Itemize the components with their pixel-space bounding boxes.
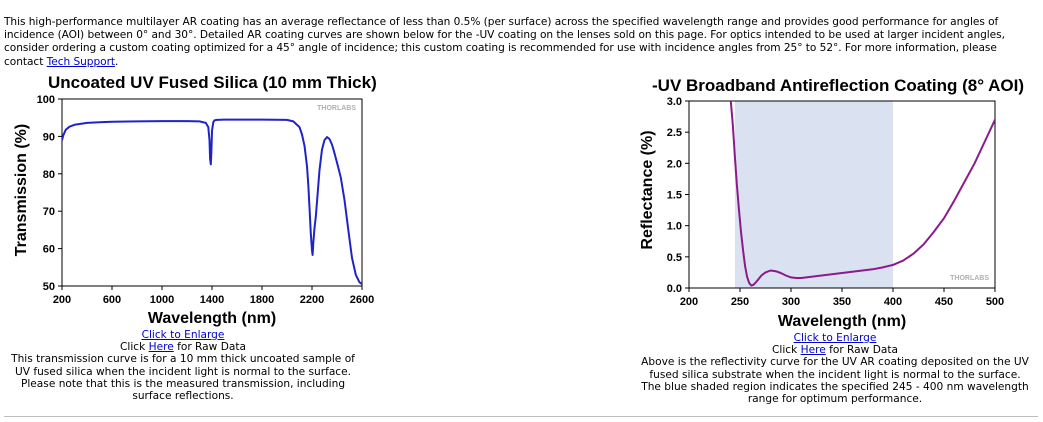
- chart1-caption-block: Click to Enlarge Click Here for Raw Data…: [0, 329, 366, 402]
- chart2-x-tick-label: 200: [680, 296, 698, 308]
- chart1-raw-data-link[interactable]: Here: [148, 341, 174, 354]
- chart1-x-tick-label: 200: [53, 294, 71, 306]
- tech-support-link[interactable]: Tech Support: [46, 55, 115, 68]
- chart2-watermark: THORLABS: [950, 275, 989, 282]
- chart1-x-tick-label: 1400: [200, 294, 224, 306]
- chart1-x-tick-label: 600: [103, 294, 121, 306]
- chart1-series-line: [62, 118, 362, 285]
- chart2-raw-suffix: for Raw Data: [825, 344, 898, 357]
- chart2-y-tick-label: 3.0: [667, 96, 682, 108]
- intro-paragraph: This high-performance multilayer AR coat…: [4, 16, 1038, 69]
- chart1-y-tick-label: 90: [43, 131, 55, 143]
- chart1-plot-frame: [61, 98, 363, 287]
- chart2-x-tick-label: 450: [935, 296, 953, 308]
- chart2-y-tick-label: 2.5: [667, 127, 682, 139]
- chart2-x-tick-label: 300: [782, 296, 800, 308]
- chart2-enlarge-link[interactable]: Click to Enlarge: [793, 332, 877, 344]
- chart2-x-axis-label: Wavelength (nm): [778, 313, 906, 330]
- chart2-raw-prefix: Click: [772, 344, 801, 357]
- chart2-x-tick-label: 400: [884, 296, 902, 308]
- chart1-x-tick-label: 2600: [350, 294, 374, 306]
- intro-text: This high-performance multilayer AR coat…: [4, 16, 1005, 68]
- chart1-raw-prefix: Click: [120, 341, 149, 354]
- chart2-raw-data-link[interactable]: Here: [800, 344, 826, 357]
- chart1-caption: This transmission curve is for a 10 mm t…: [11, 353, 355, 403]
- section-divider: [4, 416, 1038, 417]
- chart2-x-tick-label: 250: [731, 296, 749, 308]
- chart1-x-tick-label: 2200: [300, 294, 324, 306]
- chart1-raw-suffix: for Raw Data: [173, 341, 246, 354]
- chart1-title: Uncoated UV Fused Silica (10 mm Thick): [48, 73, 377, 92]
- chart1-enlarge-link[interactable]: Click to Enlarge: [141, 329, 225, 341]
- intro-text-end: .: [115, 55, 119, 68]
- chart1-y-tick-label: 60: [43, 244, 55, 256]
- chart1-y-tick-label: 70: [43, 206, 55, 218]
- chart2-plot-frame: [688, 100, 996, 289]
- chart2-y-axis-label: Reflectance (%): [639, 130, 656, 249]
- chart2-title: -UV Broadband Antireflection Coating (8°…: [652, 76, 1024, 95]
- chart1-x-tick-label: 1800: [250, 294, 274, 306]
- chart1-y-tick-label: 50: [43, 281, 55, 293]
- chart2-y-tick-label: 1.5: [667, 190, 682, 202]
- chart2-y-tick-label: 1.0: [667, 221, 682, 233]
- chart2-caption-block: Click to Enlarge Click Here for Raw Data…: [634, 332, 1036, 405]
- chart1-watermark: THORLABS: [317, 105, 356, 112]
- chart2-x-tick-label: 500: [986, 296, 1004, 308]
- chart2-shaded-region: [734, 101, 893, 288]
- chart1-x-tick-label: 1000: [150, 294, 174, 306]
- chart2-series-line: [729, 101, 995, 287]
- chart2-x-tick-label: 350: [833, 296, 851, 308]
- chart1-x-axis-label: Wavelength (nm): [148, 310, 276, 327]
- chart2-y-tick-label: 0.5: [667, 252, 682, 264]
- chart2-y-tick-label: 0.0: [667, 283, 682, 295]
- chart1-y-tick-label: 80: [43, 169, 55, 181]
- chart1-y-axis-label: Transmission (%): [13, 124, 30, 256]
- chart2-y-tick-label: 2.0: [667, 158, 682, 170]
- chart2-caption: Above is the reflectivity curve for the …: [641, 356, 1029, 406]
- chart1-y-tick-label: 100: [37, 94, 55, 106]
